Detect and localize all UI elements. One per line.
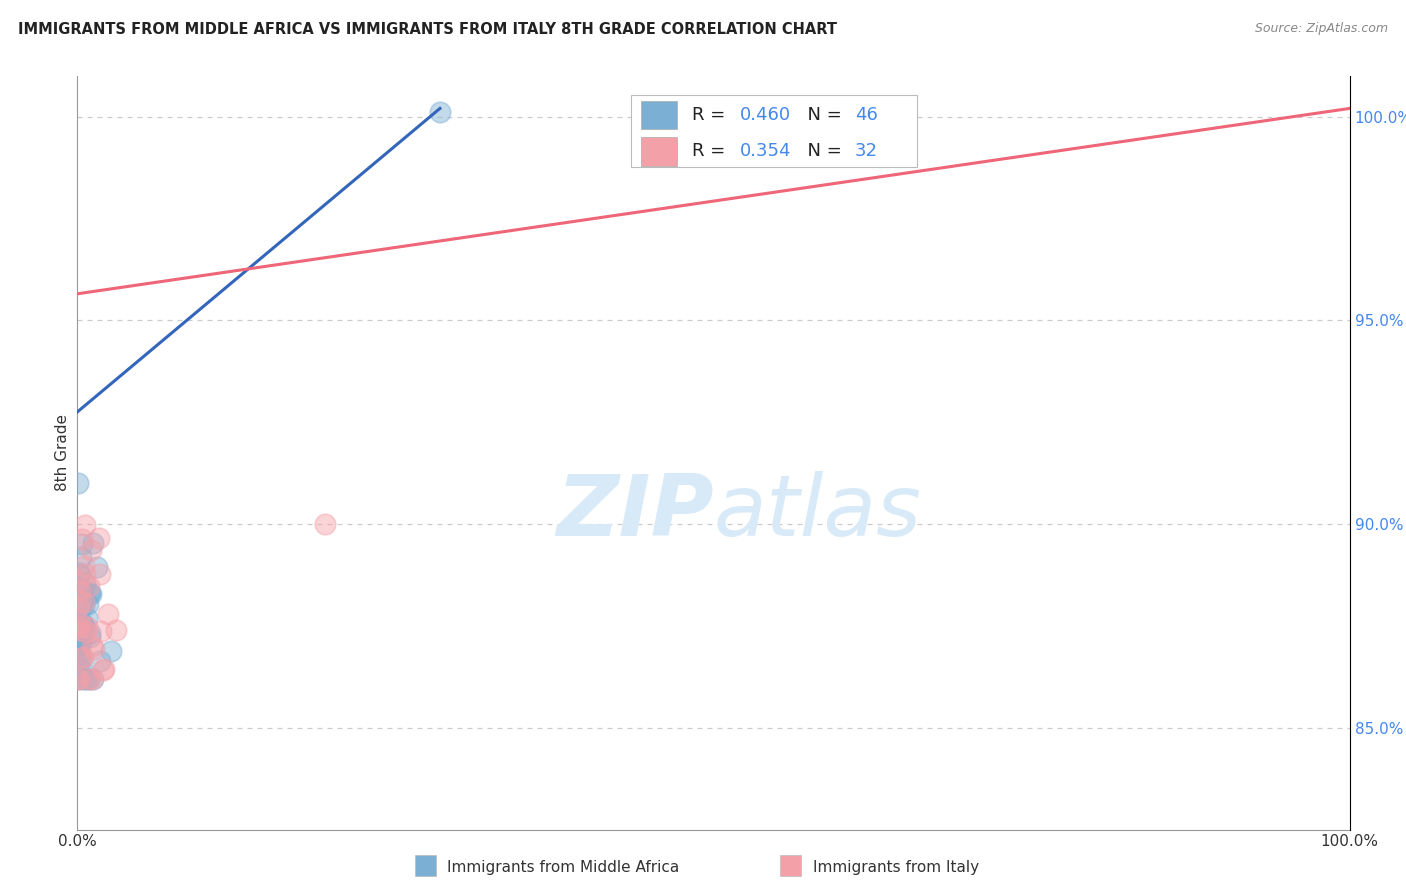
Point — [66, 636, 89, 650]
Point — [67, 644, 90, 658]
Bar — [631, 95, 917, 167]
Point — [67, 635, 90, 649]
Y-axis label: 8th Grade: 8th Grade — [55, 414, 70, 491]
Point — [77, 597, 100, 611]
Point — [69, 637, 91, 651]
Bar — [641, 136, 676, 166]
Point — [66, 600, 89, 615]
Point — [70, 582, 93, 596]
Point — [76, 672, 98, 686]
Point — [429, 105, 451, 120]
Point — [70, 532, 93, 546]
Point — [72, 650, 94, 665]
Point — [82, 536, 104, 550]
Point — [69, 549, 91, 564]
Point — [80, 587, 103, 601]
Point — [73, 595, 96, 609]
Point — [97, 607, 120, 621]
Text: N =: N = — [796, 106, 848, 124]
Text: 46: 46 — [855, 106, 877, 124]
Point — [67, 619, 90, 633]
Point — [83, 642, 105, 657]
Point — [105, 623, 128, 637]
Point — [66, 672, 89, 686]
Point — [91, 663, 114, 677]
Text: Source: ZipAtlas.com: Source: ZipAtlas.com — [1254, 22, 1388, 36]
Point — [72, 617, 94, 632]
Point — [69, 662, 91, 676]
Point — [69, 584, 91, 599]
Text: 32: 32 — [855, 142, 877, 161]
Point — [80, 639, 103, 653]
Point — [86, 559, 108, 574]
Point — [66, 476, 89, 491]
Point — [73, 592, 96, 607]
Bar — [641, 101, 676, 129]
Point — [76, 611, 98, 625]
Point — [75, 575, 97, 590]
Point — [66, 672, 89, 686]
Point — [80, 542, 103, 557]
Point — [72, 672, 94, 686]
Point — [79, 625, 101, 640]
Point — [72, 537, 94, 551]
Point — [75, 625, 97, 640]
Point — [67, 566, 90, 580]
Text: R =: R = — [692, 142, 731, 161]
Point — [90, 624, 112, 638]
Point — [80, 672, 103, 686]
Point — [69, 647, 91, 661]
Point — [69, 651, 91, 665]
Point — [70, 616, 93, 631]
Text: ZIP: ZIP — [555, 472, 714, 555]
Point — [73, 599, 96, 613]
Point — [70, 651, 93, 665]
Point — [79, 585, 101, 599]
Text: Immigrants from Italy: Immigrants from Italy — [813, 860, 979, 874]
Point — [72, 632, 94, 646]
Point — [77, 579, 100, 593]
Point — [69, 593, 91, 607]
Point — [70, 634, 93, 648]
Point — [67, 639, 90, 653]
Point — [67, 623, 90, 637]
Point — [314, 516, 336, 531]
Point — [67, 620, 90, 634]
Point — [69, 622, 91, 636]
Point — [73, 517, 96, 532]
Point — [66, 672, 89, 686]
Point — [100, 644, 122, 658]
Point — [89, 566, 111, 581]
Point — [82, 672, 104, 686]
Point — [70, 600, 93, 615]
Text: N =: N = — [796, 142, 848, 161]
Point — [89, 655, 111, 669]
Point — [75, 567, 97, 582]
Text: R =: R = — [692, 106, 731, 124]
Text: atlas: atlas — [714, 472, 921, 555]
Point — [70, 625, 93, 640]
Point — [67, 567, 90, 582]
Text: 0.460: 0.460 — [741, 106, 792, 124]
Point — [70, 584, 93, 599]
Point — [87, 531, 110, 545]
Point — [73, 558, 96, 573]
Point — [73, 620, 96, 634]
Point — [66, 573, 89, 587]
Point — [79, 630, 101, 644]
Point — [67, 574, 90, 588]
Point — [93, 662, 115, 676]
Text: Immigrants from Middle Africa: Immigrants from Middle Africa — [447, 860, 679, 874]
Point — [66, 659, 89, 673]
Point — [76, 620, 98, 634]
Text: 0.354: 0.354 — [741, 142, 792, 161]
Text: IMMIGRANTS FROM MIDDLE AFRICA VS IMMIGRANTS FROM ITALY 8TH GRADE CORRELATION CHA: IMMIGRANTS FROM MIDDLE AFRICA VS IMMIGRA… — [18, 22, 838, 37]
Point — [69, 616, 91, 631]
Point — [77, 672, 100, 686]
Point — [77, 672, 100, 686]
Point — [77, 587, 100, 601]
